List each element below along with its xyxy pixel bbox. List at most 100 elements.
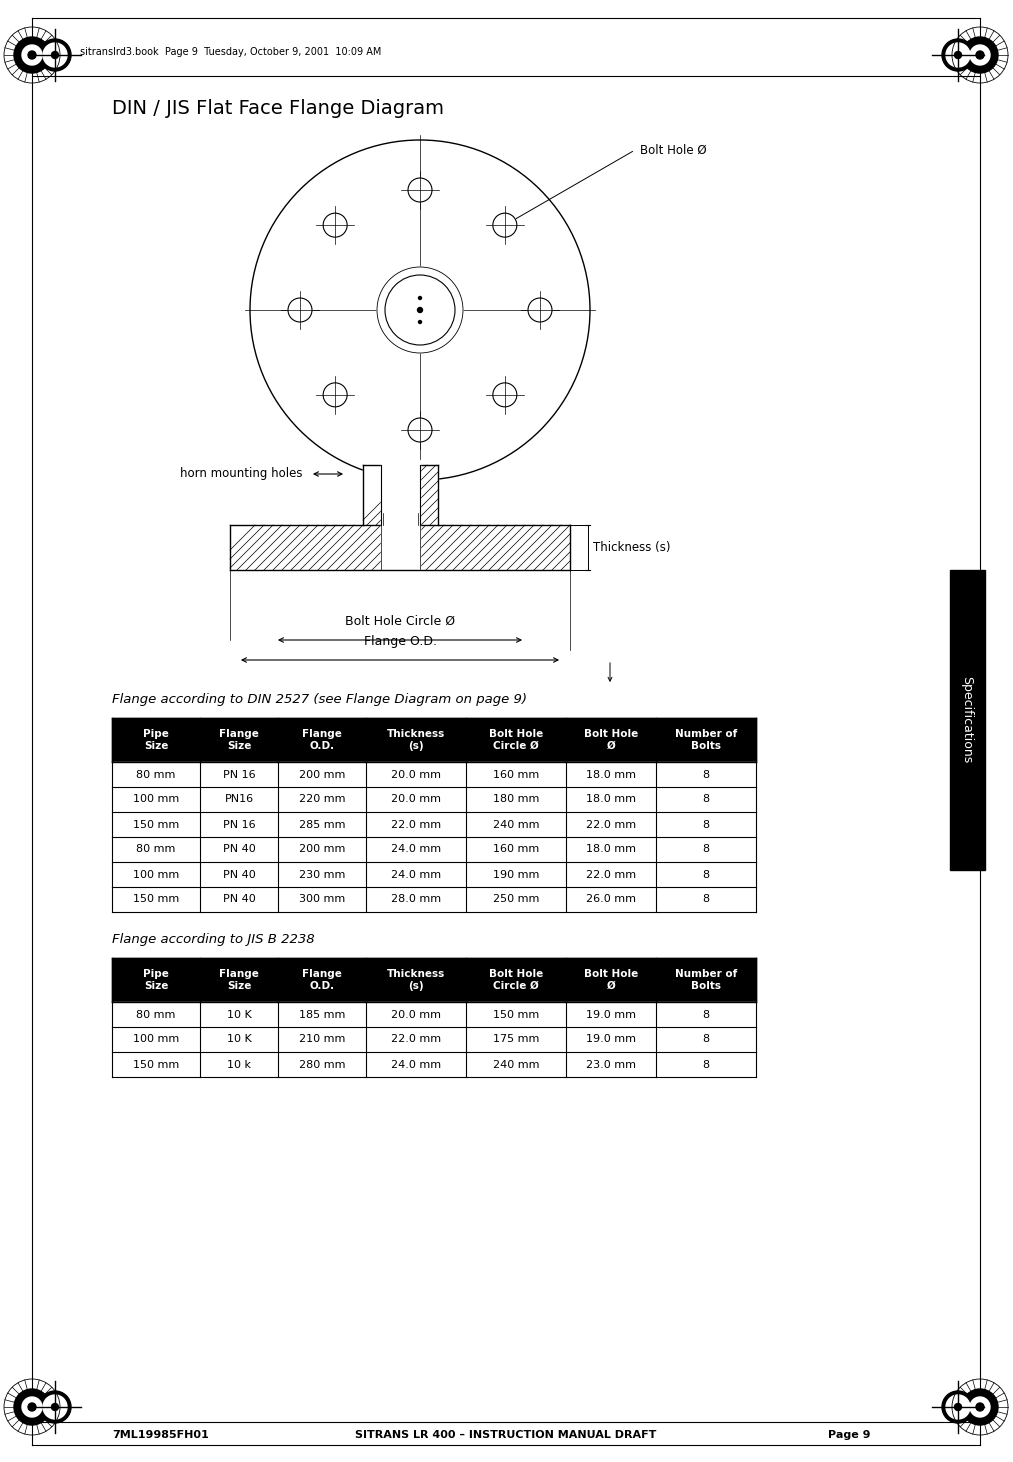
Text: PN16: PN16 xyxy=(225,794,253,804)
Text: 22.0 mm: 22.0 mm xyxy=(586,820,636,829)
Circle shape xyxy=(323,213,347,237)
Text: Pipe
Size: Pipe Size xyxy=(143,969,169,991)
Bar xyxy=(112,838,756,863)
Text: Bolt Hole
Ø: Bolt Hole Ø xyxy=(583,730,638,751)
Text: 18.0 mm: 18.0 mm xyxy=(586,769,636,779)
Text: 150 mm: 150 mm xyxy=(133,820,179,829)
Circle shape xyxy=(43,1395,67,1420)
Circle shape xyxy=(43,42,67,67)
Text: 8: 8 xyxy=(702,820,709,829)
Text: 240 mm: 240 mm xyxy=(492,820,539,829)
Circle shape xyxy=(14,1389,50,1425)
Text: Bolt Hole Circle Ø: Bolt Hole Circle Ø xyxy=(345,616,455,629)
Text: 150 mm: 150 mm xyxy=(133,895,179,905)
Text: Flange according to DIN 2527 (see Flange Diagram on page 9): Flange according to DIN 2527 (see Flange… xyxy=(112,693,527,706)
Text: 190 mm: 190 mm xyxy=(492,870,539,880)
Circle shape xyxy=(976,51,984,58)
Circle shape xyxy=(970,45,990,64)
Text: 7ML19985FH01: 7ML19985FH01 xyxy=(112,1430,209,1440)
Text: 160 mm: 160 mm xyxy=(493,845,539,854)
Text: 23.0 mm: 23.0 mm xyxy=(586,1060,636,1070)
Circle shape xyxy=(288,298,312,322)
Circle shape xyxy=(22,1398,42,1417)
Circle shape xyxy=(22,45,42,64)
Text: 100 mm: 100 mm xyxy=(133,870,179,880)
Text: 210 mm: 210 mm xyxy=(299,1035,345,1044)
Circle shape xyxy=(946,42,970,67)
Circle shape xyxy=(14,37,50,73)
Text: 80 mm: 80 mm xyxy=(137,1009,175,1019)
Text: 10 k: 10 k xyxy=(227,1060,251,1070)
Text: 8: 8 xyxy=(702,769,709,779)
Text: Flange
O.D.: Flange O.D. xyxy=(302,969,342,991)
Text: PN 16: PN 16 xyxy=(223,820,255,829)
Text: 220 mm: 220 mm xyxy=(299,794,345,804)
Text: Number of
Bolts: Number of Bolts xyxy=(675,969,737,991)
Text: Thickness (s): Thickness (s) xyxy=(593,541,671,554)
Text: 28.0 mm: 28.0 mm xyxy=(391,895,441,905)
Bar xyxy=(950,570,985,870)
Text: 160 mm: 160 mm xyxy=(493,769,539,779)
Circle shape xyxy=(28,51,36,58)
Text: 280 mm: 280 mm xyxy=(299,1060,345,1070)
Text: 250 mm: 250 mm xyxy=(492,895,539,905)
Text: 8: 8 xyxy=(702,1060,709,1070)
Circle shape xyxy=(493,213,517,237)
Circle shape xyxy=(942,39,975,72)
Text: 230 mm: 230 mm xyxy=(299,870,345,880)
Text: 24.0 mm: 24.0 mm xyxy=(391,1060,441,1070)
Text: 8: 8 xyxy=(702,1009,709,1019)
Text: horn mounting holes: horn mounting holes xyxy=(180,468,303,481)
Text: Flange according to JIS B 2238: Flange according to JIS B 2238 xyxy=(112,934,315,946)
Bar xyxy=(112,958,756,1001)
Text: Flange O.D.: Flange O.D. xyxy=(364,635,437,648)
Text: 8: 8 xyxy=(702,1035,709,1044)
Circle shape xyxy=(942,1390,975,1423)
Circle shape xyxy=(954,1404,961,1411)
Text: 24.0 mm: 24.0 mm xyxy=(391,845,441,854)
Text: 22.0 mm: 22.0 mm xyxy=(391,1035,441,1044)
Text: Number of
Bolts: Number of Bolts xyxy=(675,730,737,751)
Circle shape xyxy=(38,39,71,72)
Text: 18.0 mm: 18.0 mm xyxy=(586,845,636,854)
Text: 180 mm: 180 mm xyxy=(492,794,539,804)
Text: 100 mm: 100 mm xyxy=(133,1035,179,1044)
Text: Flange
O.D.: Flange O.D. xyxy=(302,730,342,751)
Text: 19.0 mm: 19.0 mm xyxy=(586,1009,636,1019)
Bar xyxy=(112,1053,756,1077)
Text: DIN / JIS Flat Face Flange Diagram: DIN / JIS Flat Face Flange Diagram xyxy=(112,98,444,117)
Text: Pipe
Size: Pipe Size xyxy=(143,730,169,751)
Circle shape xyxy=(323,383,347,406)
Circle shape xyxy=(38,1390,71,1423)
Text: 8: 8 xyxy=(702,845,709,854)
Text: 8: 8 xyxy=(702,895,709,905)
Text: 300 mm: 300 mm xyxy=(299,895,345,905)
Circle shape xyxy=(970,1398,990,1417)
Text: 18.0 mm: 18.0 mm xyxy=(586,794,636,804)
Text: 240 mm: 240 mm xyxy=(492,1060,539,1070)
Text: Thickness
(s): Thickness (s) xyxy=(387,969,445,991)
Text: 8: 8 xyxy=(702,794,709,804)
Text: Bolt Hole Ø: Bolt Hole Ø xyxy=(640,143,707,156)
Text: Bolt Hole
Ø: Bolt Hole Ø xyxy=(583,969,638,991)
Bar xyxy=(112,1001,756,1026)
Bar xyxy=(112,718,756,762)
Circle shape xyxy=(528,298,552,322)
Text: PN 40: PN 40 xyxy=(223,895,255,905)
Bar xyxy=(112,887,756,912)
Bar xyxy=(112,811,756,838)
Circle shape xyxy=(377,268,463,352)
Text: Flange
Size: Flange Size xyxy=(219,730,259,751)
Circle shape xyxy=(493,383,517,406)
Text: 175 mm: 175 mm xyxy=(492,1035,539,1044)
Text: Thickness
(s): Thickness (s) xyxy=(387,730,445,751)
Circle shape xyxy=(250,140,590,480)
Text: 8: 8 xyxy=(702,870,709,880)
Text: Flange
Size: Flange Size xyxy=(219,969,259,991)
Text: Bolt Hole
Circle Ø: Bolt Hole Circle Ø xyxy=(489,969,543,991)
Circle shape xyxy=(418,297,421,300)
Bar xyxy=(112,1026,756,1053)
Bar xyxy=(112,863,756,887)
Text: 200 mm: 200 mm xyxy=(299,845,345,854)
Text: 10 K: 10 K xyxy=(227,1035,251,1044)
